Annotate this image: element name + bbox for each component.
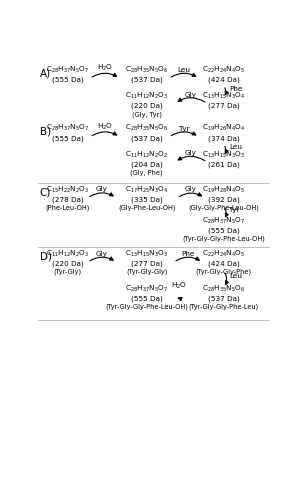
Text: Leu: Leu: [229, 273, 242, 279]
Text: (537 Da): (537 Da): [208, 296, 239, 302]
Text: C$_{19}$H$_{28}$N$_{4}$O$_{5}$: C$_{19}$H$_{28}$N$_{4}$O$_{5}$: [202, 185, 245, 194]
Text: (261 Da): (261 Da): [208, 162, 239, 168]
Text: (220 Da): (220 Da): [52, 261, 84, 267]
Text: (Gly, Tyr): (Gly, Tyr): [132, 111, 162, 117]
Text: C$_{13}$H$_{15}$N$_{3}$O$_{3}$: C$_{13}$H$_{15}$N$_{3}$O$_{3}$: [202, 150, 245, 160]
Text: C$_{28}$H$_{37}$N$_{5}$O$_{7}$: C$_{28}$H$_{37}$N$_{5}$O$_{7}$: [202, 216, 245, 226]
Text: C$_{28}$H$_{35}$N$_{5}$O$_{6}$: C$_{28}$H$_{35}$N$_{5}$O$_{6}$: [202, 284, 245, 294]
Text: C$_{13}$H$_{15}$N$_{3}$O$_{3}$: C$_{13}$H$_{15}$N$_{3}$O$_{3}$: [125, 249, 169, 259]
Text: (537 Da): (537 Da): [131, 135, 163, 141]
Text: (424 Da): (424 Da): [208, 77, 239, 83]
Text: (555 Da): (555 Da): [131, 296, 163, 302]
Text: (Tyr-Gly-Gly): (Tyr-Gly-Gly): [126, 269, 167, 275]
Text: (277 Da): (277 Da): [208, 103, 239, 109]
Text: (Tyr-Gly-Gly-Phe): (Tyr-Gly-Gly-Phe): [195, 269, 252, 275]
Text: Tyr: Tyr: [229, 207, 240, 213]
Text: Gly: Gly: [185, 92, 197, 98]
Text: Tyr: Tyr: [179, 126, 189, 132]
Text: C$_{17}$H$_{25}$N$_{3}$O$_{4}$: C$_{17}$H$_{25}$N$_{3}$O$_{4}$: [125, 185, 169, 194]
Text: Leu: Leu: [229, 144, 242, 150]
Text: C$_{11}$H$_{12}$N$_{2}$O$_{3}$: C$_{11}$H$_{12}$N$_{2}$O$_{3}$: [46, 249, 89, 259]
Text: D): D): [40, 252, 52, 262]
Text: (555 Da): (555 Da): [208, 228, 239, 234]
Text: Gly: Gly: [185, 150, 197, 157]
Text: (204 Da): (204 Da): [131, 162, 163, 168]
Text: (220 Da): (220 Da): [131, 103, 163, 109]
Text: H$_2$O: H$_2$O: [97, 121, 113, 132]
Text: C): C): [40, 188, 51, 197]
Text: (Tyr-Gly-Gly-Phe-Leu): (Tyr-Gly-Gly-Phe-Leu): [188, 304, 259, 310]
Text: A): A): [40, 68, 51, 79]
Text: C$_{28}$H$_{35}$N$_{5}$O$_{6}$: C$_{28}$H$_{35}$N$_{5}$O$_{6}$: [125, 65, 169, 75]
Text: C$_{28}$H$_{37}$N$_{5}$O$_{7}$: C$_{28}$H$_{37}$N$_{5}$O$_{7}$: [125, 284, 169, 294]
Text: C$_{28}$H$_{35}$N$_{5}$O$_{6}$: C$_{28}$H$_{35}$N$_{5}$O$_{6}$: [125, 123, 169, 134]
Text: (392 Da): (392 Da): [208, 196, 239, 203]
Text: C$_{11}$H$_{12}$N$_{2}$O$_{3}$: C$_{11}$H$_{12}$N$_{2}$O$_{3}$: [125, 91, 169, 101]
Text: (537 Da): (537 Da): [131, 77, 163, 83]
Text: Gly: Gly: [96, 250, 108, 257]
Text: (555 Da): (555 Da): [52, 77, 84, 83]
Text: Leu: Leu: [178, 67, 190, 73]
Text: Gly: Gly: [185, 187, 197, 192]
Text: C$_{15}$H$_{22}$N$_{2}$O$_{3}$: C$_{15}$H$_{22}$N$_{2}$O$_{3}$: [46, 185, 89, 194]
Text: C$_{22}$H$_{24}$N$_{4}$O$_{5}$: C$_{22}$H$_{24}$N$_{4}$O$_{5}$: [202, 249, 245, 259]
Text: C$_{13}$H$_{15}$N$_{3}$O$_{4}$: C$_{13}$H$_{15}$N$_{3}$O$_{4}$: [202, 91, 245, 101]
Text: Phe: Phe: [229, 86, 243, 92]
Text: C$_{28}$H$_{37}$N$_{5}$O$_{7}$: C$_{28}$H$_{37}$N$_{5}$O$_{7}$: [46, 123, 89, 134]
Text: (Tyr-Gly-Gly-Phe-Leu-OH): (Tyr-Gly-Gly-Phe-Leu-OH): [105, 304, 188, 310]
Text: (Gly, Phe): (Gly, Phe): [130, 170, 163, 176]
Text: C$_{22}$H$_{24}$N$_{4}$O$_{5}$: C$_{22}$H$_{24}$N$_{4}$O$_{5}$: [202, 65, 245, 75]
Text: (Phe-Leu-OH): (Phe-Leu-OH): [46, 204, 90, 211]
Text: (278 Da): (278 Da): [52, 196, 84, 203]
Text: (555 Da): (555 Da): [52, 135, 84, 141]
Text: (Tyr-Gly): (Tyr-Gly): [54, 269, 82, 275]
Text: (Gly-Gly-Phe-Leu-OH): (Gly-Gly-Phe-Leu-OH): [188, 204, 259, 211]
Text: (374 Da): (374 Da): [208, 135, 239, 141]
Text: Gly: Gly: [96, 187, 108, 192]
Text: H$_2$O: H$_2$O: [97, 63, 113, 73]
Text: (Gly-Phe-Leu-OH): (Gly-Phe-Leu-OH): [118, 204, 176, 211]
Text: (277 Da): (277 Da): [131, 261, 163, 267]
Text: (424 Da): (424 Da): [208, 261, 239, 267]
Text: B): B): [40, 127, 51, 137]
Text: C$_{11}$H$_{12}$N$_{2}$O$_{2}$: C$_{11}$H$_{12}$N$_{2}$O$_{2}$: [125, 150, 168, 160]
Text: (Tyr-Gly-Gly-Phe-Leu-OH): (Tyr-Gly-Gly-Phe-Leu-OH): [182, 236, 265, 243]
Text: C$_{19}$H$_{26}$N$_{4}$O$_{4}$: C$_{19}$H$_{26}$N$_{4}$O$_{4}$: [202, 123, 245, 134]
Text: Phe: Phe: [182, 250, 195, 257]
Text: (335 Da): (335 Da): [131, 196, 163, 203]
Text: C$_{28}$H$_{37}$N$_{5}$O$_{7}$: C$_{28}$H$_{37}$N$_{5}$O$_{7}$: [46, 65, 89, 75]
Text: H$_2$O: H$_2$O: [171, 280, 188, 291]
